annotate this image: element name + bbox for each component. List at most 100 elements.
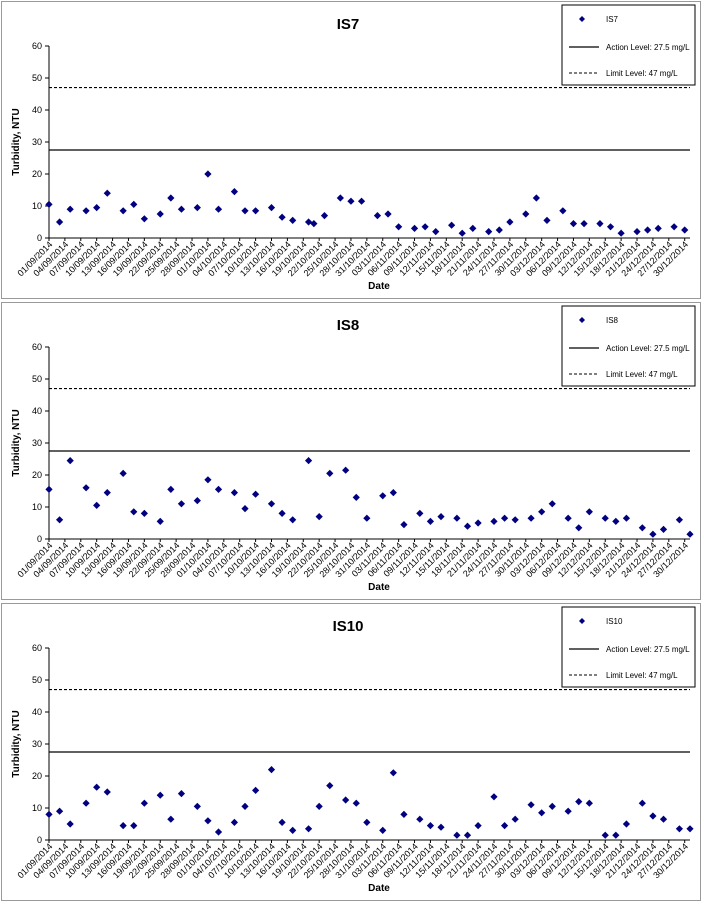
y-tick-label: 0 (37, 835, 42, 845)
data-point-is10 (45, 810, 53, 818)
data-point-is8 (326, 469, 334, 477)
legend-entry-action: Action Level: 27.5 mg/L (606, 43, 690, 52)
y-tick-label: 10 (32, 803, 42, 813)
legend-marker (579, 16, 585, 22)
data-point-is10 (289, 826, 297, 834)
data-point-is10 (416, 815, 424, 823)
legend-entry-limit: Limit Level: 47 mg/L (606, 69, 678, 78)
data-point-is10 (326, 782, 334, 790)
x-axis-label: Date (368, 582, 390, 593)
legend-entry-limit: Limit Level: 47 mg/L (606, 370, 678, 379)
chart-is8: IS8010203040506001/09/201404/09/201407/0… (11, 305, 696, 593)
data-point-is7 (304, 218, 313, 226)
data-point-is7 (214, 205, 223, 213)
y-tick-label: 60 (32, 41, 42, 51)
data-point-is10 (252, 786, 260, 794)
data-point-is8 (140, 509, 148, 517)
data-point-is8 (612, 517, 620, 525)
data-point-is8 (93, 501, 101, 509)
data-point-is7 (310, 220, 318, 228)
data-point-is10 (55, 807, 64, 815)
data-point-is10 (379, 826, 387, 834)
data-point-is10 (622, 820, 631, 828)
data-point-is10 (193, 802, 201, 810)
data-point-is7 (432, 228, 440, 236)
data-point-is8 (601, 514, 609, 522)
chart-is10: IS10010203040506001/09/201404/09/201407/… (11, 606, 696, 894)
data-point-is10 (204, 817, 212, 825)
data-point-is7 (559, 207, 567, 215)
legend-entry-series: IS10 (606, 617, 623, 626)
data-point-is8 (400, 521, 408, 529)
data-point-is8 (363, 514, 371, 522)
data-point-is8 (267, 500, 276, 508)
data-point-is7 (606, 223, 615, 231)
y-tick-label: 20 (32, 470, 42, 480)
data-point-is8 (315, 513, 323, 521)
y-axis-label: Turbidity, NTU (11, 409, 22, 476)
data-point-is10 (463, 831, 472, 839)
data-point-is7 (580, 220, 588, 228)
y-tick-label: 40 (32, 707, 42, 717)
data-point-is10 (241, 802, 249, 810)
data-point-is7 (644, 226, 652, 234)
data-point-is7 (130, 200, 138, 208)
legend-marker (579, 618, 585, 624)
y-tick-label: 40 (32, 406, 42, 416)
data-point-is7 (617, 229, 625, 237)
data-point-is10 (304, 825, 313, 833)
data-point-is10 (548, 802, 556, 810)
y-axis-label: Turbidity, NTU (11, 108, 22, 175)
data-point-is8 (252, 490, 260, 498)
y-tick-label: 0 (37, 534, 42, 544)
data-point-is8 (622, 514, 631, 522)
y-tick-label: 10 (32, 201, 42, 211)
y-axis-label: Turbidity, NTU (11, 710, 22, 777)
data-point-is8 (82, 484, 90, 492)
data-point-is10 (167, 815, 175, 823)
data-point-is8 (474, 519, 482, 527)
data-point-is10 (93, 783, 101, 791)
y-tick-label: 0 (37, 233, 42, 243)
data-point-is7 (93, 204, 101, 212)
data-point-is10 (267, 766, 276, 774)
legend-entry-limit: Limit Level: 47 mg/L (606, 671, 678, 680)
data-point-is8 (527, 514, 535, 522)
chart-panel-is7: IS7 0 10 20 30 40 50 60 01/09/2014 04/09/2014 07/0… (1, 1, 701, 299)
data-point-is7 (384, 210, 392, 218)
data-point-is10 (585, 799, 593, 807)
data-point-is7 (156, 210, 164, 218)
data-point-is8 (437, 513, 445, 521)
data-point-is8 (214, 485, 223, 493)
data-point-is8 (585, 508, 593, 516)
data-point-is10 (474, 822, 482, 830)
data-point-is8 (204, 476, 212, 484)
data-point-is8 (426, 517, 435, 525)
data-point-is8 (649, 530, 657, 538)
data-point-is7 (204, 170, 212, 178)
data-point-is8 (278, 509, 286, 517)
data-point-is7 (140, 215, 148, 223)
data-point-is8 (352, 493, 360, 501)
data-point-is8 (638, 524, 646, 532)
data-point-is8 (463, 522, 472, 530)
data-point-is8 (686, 530, 694, 538)
data-point-is10 (119, 822, 127, 830)
data-point-is7 (289, 216, 297, 224)
data-point-is10 (177, 790, 186, 798)
data-point-is7 (55, 218, 64, 226)
y-tick-label: 60 (32, 643, 42, 653)
y-tick-label: 50 (32, 675, 42, 685)
data-point-is10 (278, 818, 286, 826)
data-point-is8 (66, 457, 74, 465)
data-point-is8 (130, 508, 138, 516)
y-tick-label: 20 (32, 771, 42, 781)
data-point-is7 (252, 207, 260, 215)
data-point-is8 (177, 500, 186, 508)
data-point-is7 (103, 189, 111, 197)
data-point-is10 (500, 822, 509, 830)
data-point-is10 (649, 812, 657, 820)
chart-panel-is8: IS8 0 10 20 30 40 50 60 01/09/2014 04/09/2014 07/0… (1, 302, 701, 600)
data-point-is7 (469, 224, 477, 232)
data-point-is8 (511, 516, 519, 524)
